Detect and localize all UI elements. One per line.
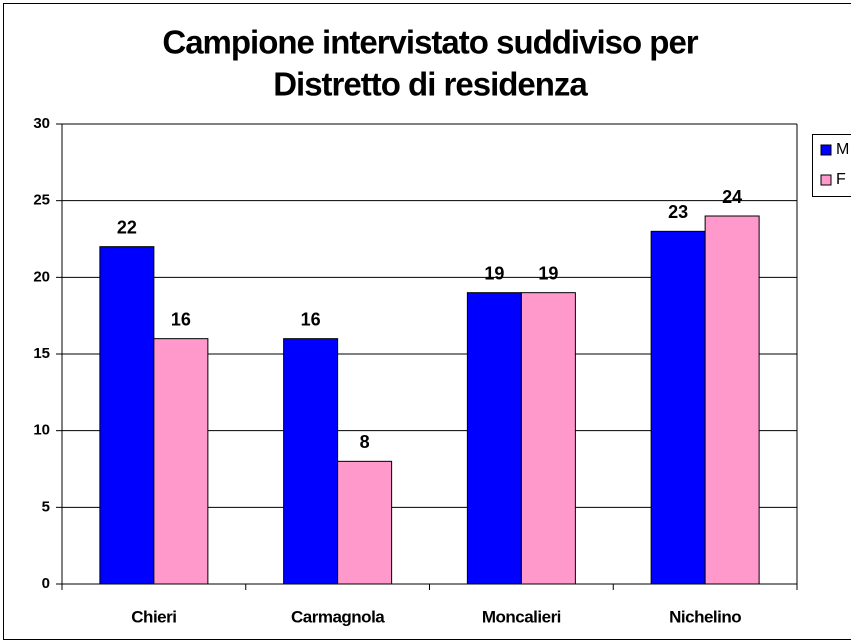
y-tick-label: 0 (42, 575, 50, 592)
chart-title: Distretto di residenza (273, 66, 588, 103)
chart-title: Campione intervistato suddiviso per (162, 24, 698, 61)
value-label: 8 (360, 432, 370, 452)
value-label: 19 (538, 263, 558, 283)
legend-label: F (836, 171, 846, 188)
bar (520, 292, 576, 585)
bar (704, 215, 760, 585)
legend-box (812, 134, 851, 197)
legend-swatch (820, 174, 832, 186)
value-label: 16 (171, 309, 191, 329)
bar (153, 338, 209, 585)
value-label: 22 (117, 217, 137, 237)
value-label: 16 (301, 309, 321, 329)
y-tick-label: 25 (33, 192, 50, 209)
x-tick-label: Nichelino (669, 607, 741, 626)
bar (650, 230, 706, 585)
bar (466, 292, 522, 585)
x-tick-label: Carmagnola (291, 607, 385, 626)
y-tick-label: 5 (42, 498, 50, 515)
bar (337, 460, 393, 585)
value-label: 19 (484, 263, 504, 283)
y-tick-label: 20 (33, 268, 50, 285)
value-label: 24 (722, 187, 742, 207)
bar (283, 338, 339, 585)
x-tick-label: Moncalieri (482, 607, 561, 626)
legend-swatch (820, 144, 832, 156)
y-tick-label: 30 (33, 115, 50, 132)
legend-label: M (836, 141, 849, 158)
y-tick-label: 10 (33, 422, 50, 439)
value-label: 23 (668, 202, 688, 222)
y-tick-label: 15 (33, 345, 50, 362)
x-tick-label: Chieri (131, 607, 176, 626)
bar (99, 246, 155, 585)
